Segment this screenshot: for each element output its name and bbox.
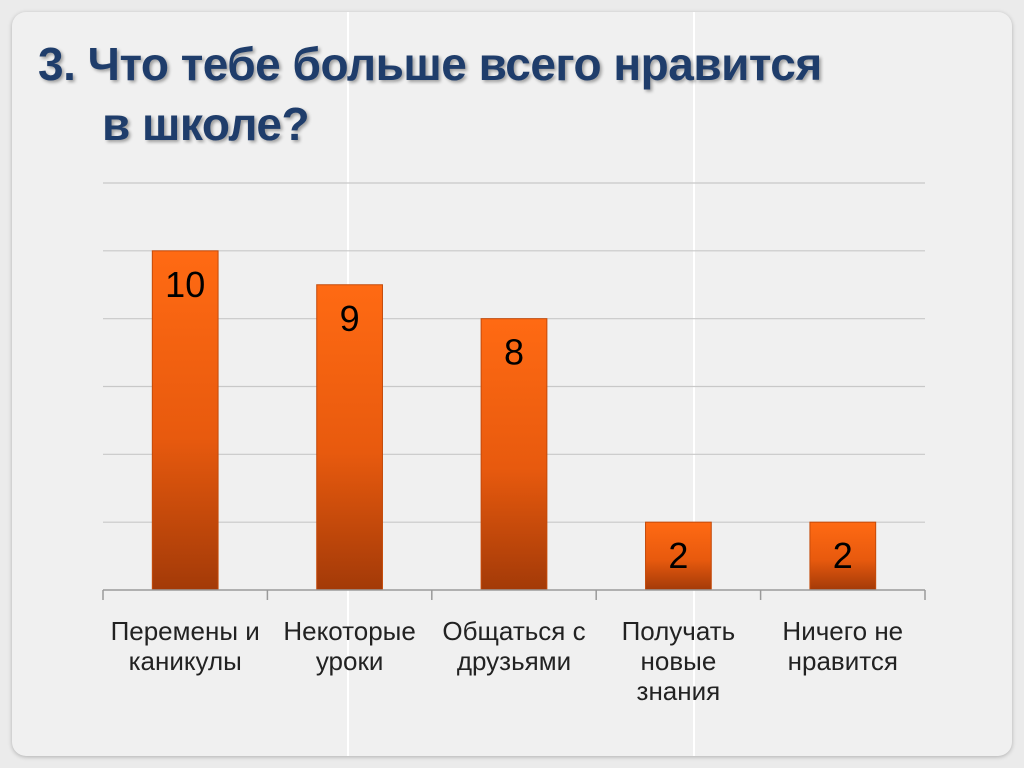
bar-5 [809,521,877,591]
title-line-1: 3. Что тебе больше всего нравится [38,38,822,90]
bar-3 [480,318,548,591]
slide: 3. Что тебе больше всего нравится в школ… [12,12,1012,756]
title-line-2: в школе? [102,98,310,150]
data-label-5: 2 [833,535,853,576]
data-label-3: 8 [504,332,524,373]
bar-1 [151,250,219,591]
category-label-line: Перемены и [110,616,260,646]
category-label-line: каникулы [128,646,242,676]
category-label-line: друзьями [456,646,572,676]
category-label-line: уроки [315,646,384,676]
category-label-4: Получать новые знания [596,616,761,706]
category-label-line: знания [636,676,721,706]
category-label-5: Ничего не нравится [760,616,925,676]
data-label-4: 2 [668,535,688,576]
bar-4 [645,521,712,591]
category-label-line: Ничего не [782,616,904,646]
category-label-line: новые [640,646,717,676]
data-label-1: 10 [165,264,205,305]
category-label-2: Некоторые уроки [267,616,432,676]
bar-2 [316,284,383,591]
slide-title: 3. Что тебе больше всего нравится в школ… [38,34,938,154]
category-label-1: Перемены и каникулы [103,616,268,676]
category-label-3: Общаться с друзьями [432,616,597,676]
bar-chart: 10 9 8 2 2 [102,182,926,600]
category-label-line: нравится [787,646,898,676]
category-label-line: Общаться с [442,616,586,646]
category-label-line: Получать [621,616,736,646]
data-label-2: 9 [340,298,360,339]
category-label-line: Некоторые [283,616,416,646]
